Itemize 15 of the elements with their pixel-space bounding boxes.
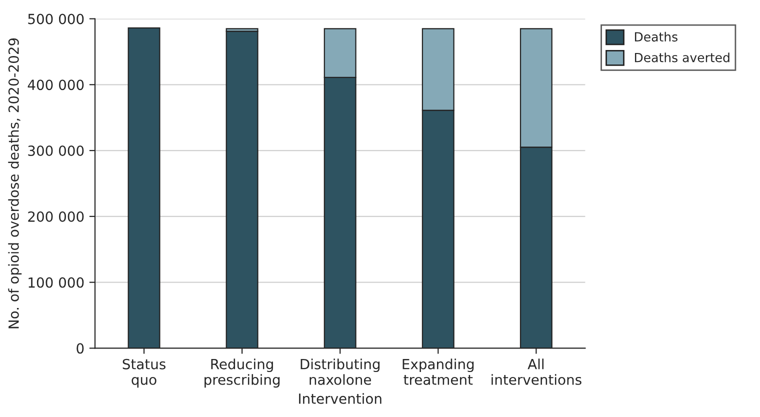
y-tick-label: 500 000 (28, 14, 84, 24)
y-tick-label: 0 (76, 343, 84, 354)
x-tick-label: Distributing naxolone (300, 358, 380, 385)
y-tick-label: 200 000 (28, 211, 84, 222)
y-tick-label: 100 000 (28, 277, 84, 288)
y-tick-label: 300 000 (28, 146, 84, 156)
y-axis-title: No. of opioid overdose deaths, 2020-2029 (8, 38, 22, 328)
x-tick-label: Expanding treatment (402, 358, 474, 385)
x-tick-label: Reducing prescribing (204, 358, 280, 388)
x-tick-label: Status quo (122, 358, 166, 388)
x-tick-label: All interventions (492, 358, 582, 385)
x-axis-title: Intervention (299, 393, 382, 404)
legend-label: Deaths (634, 32, 678, 42)
legend-label: Deaths averted (634, 52, 730, 62)
y-tick-label: 400 000 (28, 80, 84, 90)
